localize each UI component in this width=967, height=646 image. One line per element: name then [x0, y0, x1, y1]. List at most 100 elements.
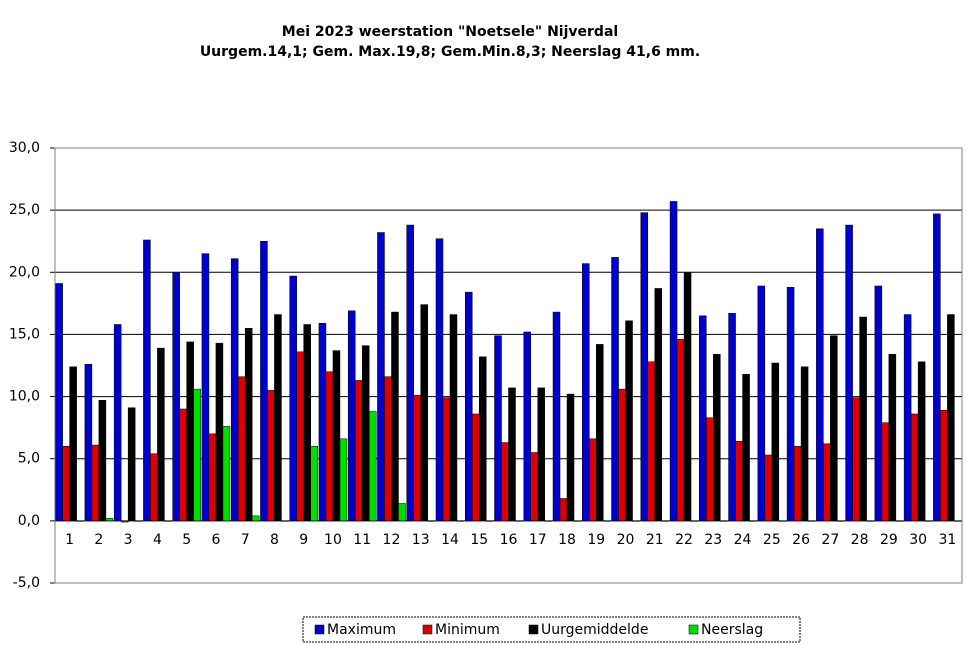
- bar: [654, 288, 663, 522]
- bar: [76, 520, 84, 522]
- bar: [852, 397, 860, 522]
- bar: [669, 201, 678, 522]
- x-tick-label: 24: [734, 532, 752, 548]
- x-tick-label: 21: [646, 532, 664, 548]
- bar: [676, 339, 685, 522]
- x-tick-label: 11: [353, 532, 371, 548]
- bar: [464, 291, 473, 522]
- bar: [603, 520, 611, 522]
- y-tick-label: 30,0: [9, 140, 40, 156]
- x-tick-label: 13: [412, 532, 430, 548]
- bar: [544, 520, 553, 522]
- bar: [837, 520, 845, 522]
- bar: [164, 520, 172, 522]
- y-tick-label: 20,0: [9, 264, 40, 280]
- bar: [289, 275, 297, 522]
- bar: [699, 315, 707, 522]
- legend-swatch: [422, 624, 433, 635]
- bar: [208, 433, 217, 522]
- x-tick-label: 30: [909, 532, 927, 548]
- bar: [501, 442, 509, 522]
- x-tick-label: 3: [124, 532, 133, 548]
- bar: [647, 361, 656, 522]
- bar: [361, 345, 370, 522]
- bar: [281, 520, 289, 522]
- bar: [347, 310, 356, 522]
- bar: [413, 395, 421, 522]
- bar: [134, 520, 143, 522]
- bar: [632, 520, 640, 522]
- bar: [589, 438, 597, 522]
- bar: [193, 388, 201, 522]
- bar: [881, 422, 890, 522]
- bar: [157, 347, 165, 522]
- x-tick-label: 31: [938, 532, 956, 548]
- y-tick-label: 15,0: [9, 326, 40, 342]
- bar: [471, 413, 480, 522]
- legend-label: Maximum: [327, 622, 396, 638]
- bar: [456, 520, 465, 522]
- bar: [924, 520, 933, 522]
- x-tick-label: 16: [500, 532, 518, 548]
- y-tick-label: 10,0: [9, 389, 40, 405]
- bar: [420, 304, 428, 522]
- x-tick-label: 27: [821, 532, 839, 548]
- bar: [515, 520, 523, 522]
- bar: [845, 224, 853, 522]
- x-tick-label: 29: [880, 532, 898, 548]
- bar: [830, 335, 838, 522]
- bar: [98, 400, 107, 522]
- bar: [800, 366, 809, 522]
- bar: [552, 311, 561, 522]
- bar: [771, 362, 780, 522]
- bar: [816, 228, 824, 522]
- bar: [757, 285, 766, 522]
- x-tick-label: 14: [441, 532, 459, 548]
- bar: [807, 520, 816, 522]
- bar: [406, 224, 414, 522]
- chart-title: Mei 2023 weerstation "Noetsele" Nijverda…: [282, 24, 618, 40]
- bar: [427, 520, 435, 522]
- bar: [186, 341, 194, 522]
- bar: [296, 351, 304, 522]
- bar: [706, 417, 714, 522]
- bar: [303, 324, 311, 522]
- bar: [69, 366, 77, 522]
- bar: [713, 354, 721, 522]
- legend-swatch: [528, 624, 539, 635]
- legend-label: Uurgemiddelde: [541, 622, 648, 638]
- bar: [618, 388, 626, 522]
- bar: [735, 441, 743, 522]
- plot-border: [54, 147, 963, 584]
- chart-subtitle: Uurgem.14,1; Gem. Max.19,8; Gem.Min.8,3;…: [200, 44, 700, 60]
- bar: [566, 393, 575, 522]
- bar: [55, 283, 63, 522]
- bar: [62, 446, 70, 522]
- bar: [339, 438, 348, 522]
- bar: [91, 444, 100, 522]
- bar: [537, 387, 546, 522]
- bar: [720, 520, 728, 522]
- bar: [478, 356, 487, 522]
- bar: [398, 503, 406, 522]
- x-tick-label: 20: [617, 532, 635, 548]
- bar: [778, 520, 787, 522]
- bar: [625, 320, 633, 522]
- x-tick-label: 22: [675, 532, 693, 548]
- x-tick-label: 7: [241, 532, 250, 548]
- x-tick-label: 26: [792, 532, 810, 548]
- bar: [384, 376, 392, 522]
- bar: [764, 454, 773, 522]
- bar: [377, 232, 385, 522]
- x-tick-label: 19: [587, 532, 605, 548]
- bar: [823, 443, 831, 522]
- x-tick-label: 4: [153, 532, 162, 548]
- x-tick-label: 9: [299, 532, 308, 548]
- x-tick-label: 15: [470, 532, 488, 548]
- bar: [201, 253, 210, 522]
- bar: [251, 515, 260, 522]
- bar: [582, 263, 590, 522]
- y-tick-label: -5,0: [13, 575, 40, 591]
- bar: [222, 426, 231, 522]
- x-tick-label: 2: [94, 532, 103, 548]
